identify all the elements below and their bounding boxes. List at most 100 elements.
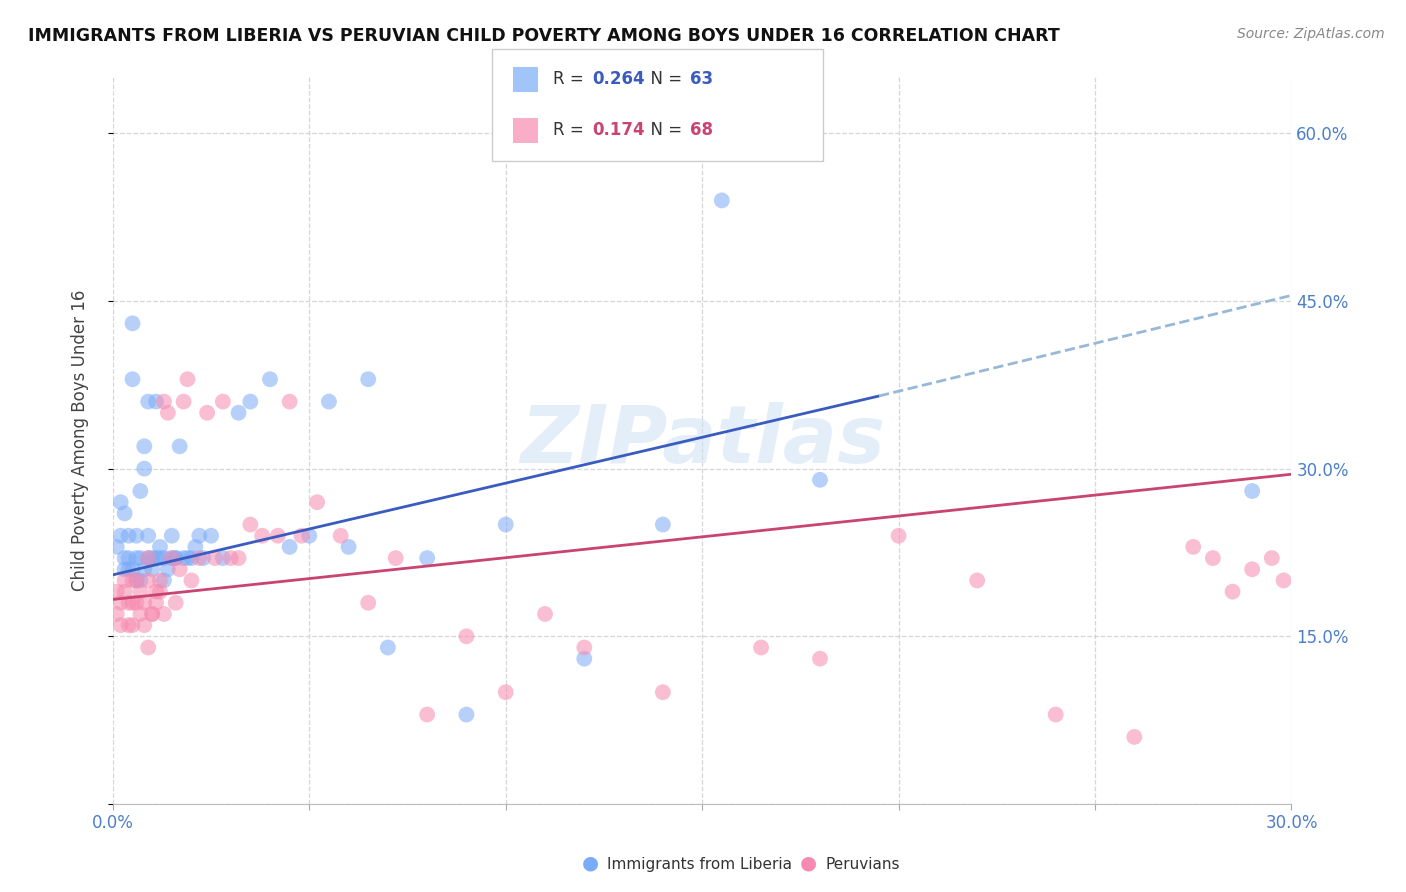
Point bbox=[574, 651, 596, 665]
Point bbox=[149, 584, 172, 599]
Point bbox=[136, 574, 159, 588]
Point bbox=[1202, 551, 1225, 566]
Point bbox=[156, 562, 179, 576]
Point bbox=[121, 316, 143, 330]
Point bbox=[173, 551, 195, 566]
Point bbox=[1182, 540, 1205, 554]
Point bbox=[165, 551, 187, 566]
Point bbox=[125, 529, 148, 543]
Point bbox=[228, 406, 250, 420]
Point bbox=[145, 394, 167, 409]
Point bbox=[121, 574, 143, 588]
Point bbox=[1222, 584, 1244, 599]
Point bbox=[134, 439, 156, 453]
Point bbox=[145, 584, 167, 599]
Point bbox=[808, 473, 831, 487]
Point bbox=[212, 394, 235, 409]
Point bbox=[357, 596, 380, 610]
Point bbox=[456, 629, 478, 643]
Point bbox=[141, 607, 163, 621]
Point bbox=[534, 607, 557, 621]
Point bbox=[136, 529, 159, 543]
Point bbox=[495, 517, 517, 532]
Text: ●: ● bbox=[800, 854, 817, 872]
Point bbox=[456, 707, 478, 722]
Text: ZIPatlas: ZIPatlas bbox=[520, 401, 884, 480]
Point bbox=[114, 584, 136, 599]
Point bbox=[298, 529, 321, 543]
Point bbox=[110, 596, 132, 610]
Point bbox=[129, 551, 152, 566]
Point bbox=[117, 562, 139, 576]
Point bbox=[165, 596, 187, 610]
Point bbox=[749, 640, 772, 655]
Point bbox=[121, 618, 143, 632]
Point bbox=[141, 551, 163, 566]
Text: 68: 68 bbox=[690, 121, 713, 139]
Text: Peruvians: Peruvians bbox=[825, 857, 900, 872]
Point bbox=[887, 529, 910, 543]
Point bbox=[188, 551, 211, 566]
Point bbox=[184, 540, 207, 554]
Point bbox=[136, 640, 159, 655]
Point bbox=[153, 551, 176, 566]
Point bbox=[1261, 551, 1284, 566]
Point bbox=[153, 607, 176, 621]
Point bbox=[377, 640, 399, 655]
Point bbox=[121, 562, 143, 576]
Point bbox=[121, 372, 143, 386]
Point bbox=[117, 596, 139, 610]
Point bbox=[239, 394, 262, 409]
Point bbox=[212, 551, 235, 566]
Point bbox=[153, 574, 176, 588]
Point bbox=[121, 596, 143, 610]
Point bbox=[574, 640, 596, 655]
Point bbox=[180, 574, 202, 588]
Point bbox=[136, 551, 159, 566]
Point bbox=[384, 551, 406, 566]
Point bbox=[1123, 730, 1146, 744]
Point bbox=[165, 551, 187, 566]
Point bbox=[416, 551, 439, 566]
Text: Source: ZipAtlas.com: Source: ZipAtlas.com bbox=[1237, 27, 1385, 41]
Point bbox=[204, 551, 226, 566]
Point bbox=[176, 372, 198, 386]
Point bbox=[136, 394, 159, 409]
Point bbox=[307, 495, 329, 509]
Point bbox=[239, 517, 262, 532]
Point bbox=[156, 406, 179, 420]
Text: 0.174: 0.174 bbox=[592, 121, 644, 139]
Point bbox=[149, 540, 172, 554]
Point bbox=[129, 584, 152, 599]
Point bbox=[195, 406, 218, 420]
Point bbox=[966, 574, 988, 588]
Point bbox=[710, 194, 733, 208]
Point bbox=[188, 529, 211, 543]
Point bbox=[259, 372, 281, 386]
Point bbox=[219, 551, 242, 566]
Point bbox=[117, 529, 139, 543]
Point bbox=[141, 562, 163, 576]
Point bbox=[125, 551, 148, 566]
Point bbox=[278, 394, 301, 409]
Point bbox=[160, 529, 183, 543]
Point bbox=[651, 685, 673, 699]
Point bbox=[105, 607, 128, 621]
Point bbox=[141, 607, 163, 621]
Point bbox=[250, 529, 273, 543]
Text: IMMIGRANTS FROM LIBERIA VS PERUVIAN CHILD POVERTY AMONG BOYS UNDER 16 CORRELATIO: IMMIGRANTS FROM LIBERIA VS PERUVIAN CHIL… bbox=[28, 27, 1060, 45]
Point bbox=[129, 574, 152, 588]
Point bbox=[114, 507, 136, 521]
Point bbox=[228, 551, 250, 566]
Point bbox=[1241, 562, 1264, 576]
Point bbox=[160, 551, 183, 566]
Point bbox=[149, 574, 172, 588]
Text: R =: R = bbox=[553, 70, 589, 88]
Point bbox=[169, 562, 191, 576]
Point bbox=[153, 394, 176, 409]
Point bbox=[176, 551, 198, 566]
Point bbox=[495, 685, 517, 699]
Point bbox=[278, 540, 301, 554]
Point bbox=[136, 551, 159, 566]
Point bbox=[114, 574, 136, 588]
